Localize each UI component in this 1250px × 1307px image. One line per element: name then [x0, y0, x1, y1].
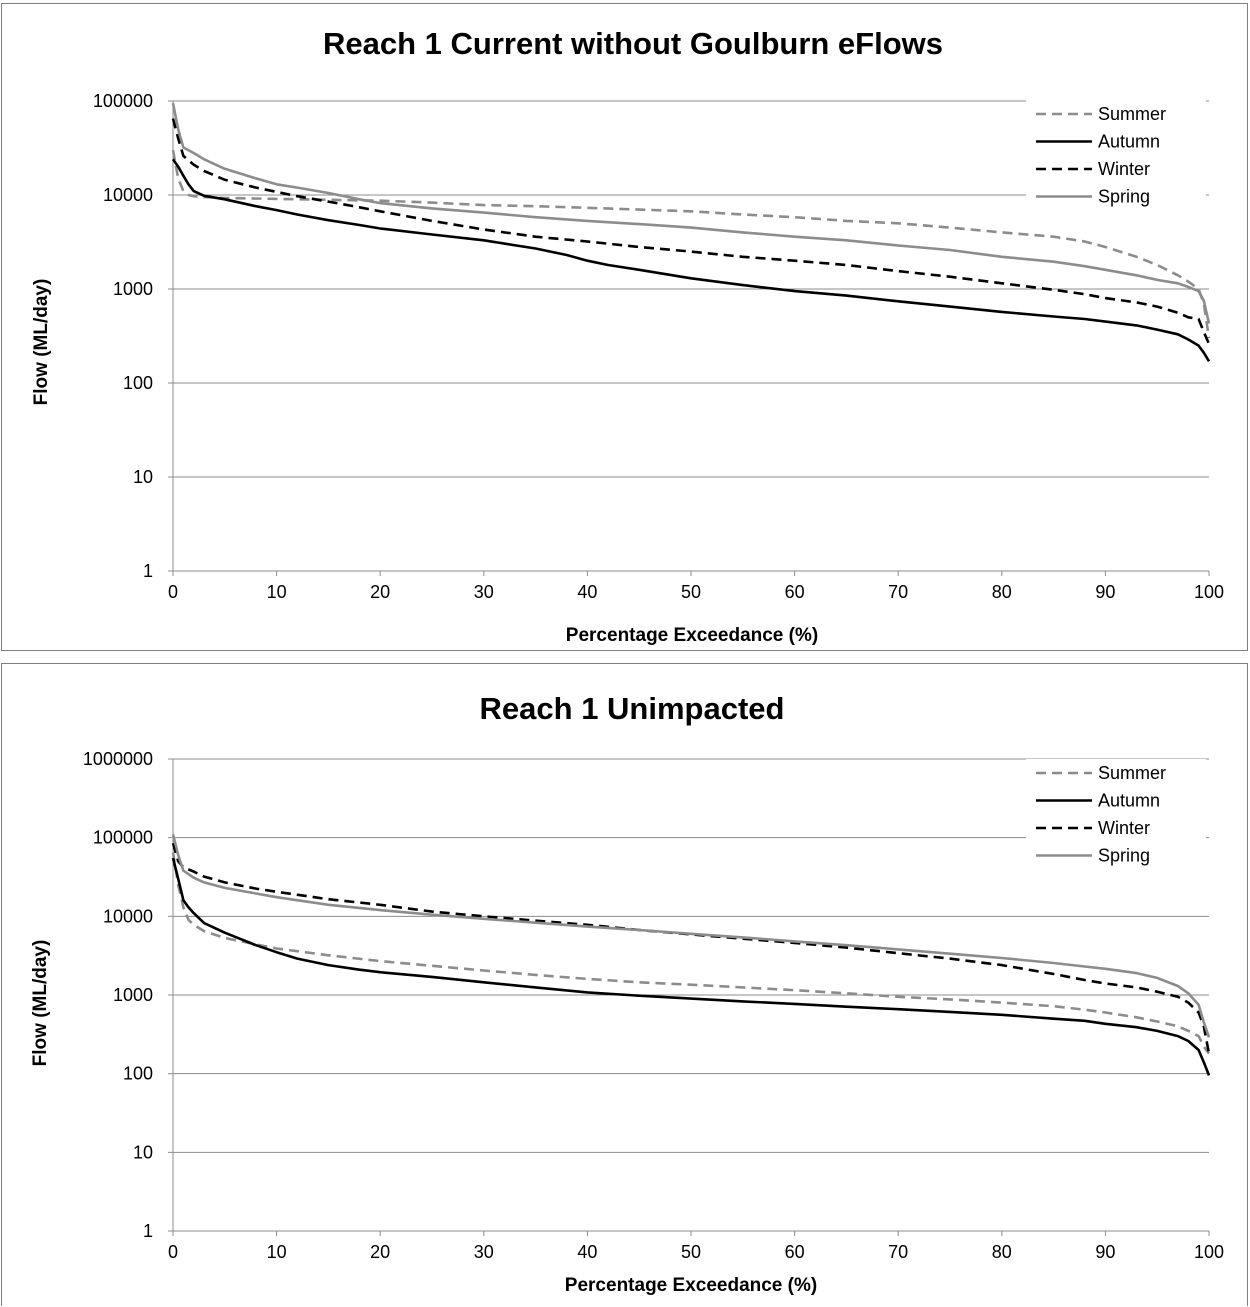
- x-axis-title: Percentage Exceedance (%): [566, 625, 818, 646]
- legend-label-autumn: Autumn: [1098, 132, 1160, 152]
- chart-2-svg: Reach 1 Unimpacted Percentage Exceedance…: [30, 691, 1224, 1296]
- series-line-autumn: [171, 158, 1211, 362]
- y-tick-label: 10000: [103, 906, 153, 926]
- x-axis-title: Percentage Exceedance (%): [565, 1275, 817, 1296]
- y-tick-label: 1000: [113, 279, 153, 299]
- chart-1-svg: Reach 1 Current without Goulburn eFlows …: [31, 26, 1224, 646]
- x-tick-label: 40: [577, 582, 597, 602]
- x-tick-label: 60: [785, 1242, 805, 1262]
- legend-label-spring: Spring: [1098, 846, 1150, 866]
- legend-label-winter: Winter: [1098, 818, 1150, 838]
- y-tick-label: 100000: [93, 828, 153, 848]
- x-tick-label: 30: [474, 1242, 494, 1262]
- chart-panel-1: Reach 1 Current without Goulburn eFlows …: [1, 3, 1248, 651]
- x-tick-label: 60: [785, 582, 805, 602]
- series-line-winter: [171, 842, 1211, 1054]
- legend-background: [1026, 759, 1206, 873]
- x-tick-label: 80: [992, 582, 1012, 602]
- x-tick-label: 80: [992, 1242, 1012, 1262]
- y-tick-label: 100: [123, 373, 153, 393]
- x-tick-label: 70: [888, 582, 908, 602]
- x-tick-label: 90: [1095, 582, 1115, 602]
- legend-label-summer: Summer: [1098, 763, 1166, 783]
- y-tick-label: 10: [133, 467, 153, 487]
- y-axis-title: Flow (ML/day): [30, 940, 51, 1067]
- x-tick-label: 20: [370, 1242, 390, 1262]
- y-tick-label: 1: [143, 561, 153, 581]
- y-axis-title: Flow (ML/day): [31, 279, 52, 406]
- y-tick-label: 100000: [93, 91, 153, 111]
- x-tick-label: 50: [681, 582, 701, 602]
- y-tick-label: 1000: [113, 985, 153, 1005]
- x-tick-label: 0: [168, 1242, 178, 1262]
- legend-label-summer: Summer: [1098, 104, 1166, 124]
- legend-label-winter: Winter: [1098, 159, 1150, 179]
- x-tick-label: 10: [267, 582, 287, 602]
- x-tick-label: 30: [474, 582, 494, 602]
- x-tick-label: 10: [267, 1242, 287, 1262]
- series-line-autumn: [171, 857, 1211, 1076]
- x-tick-label: 100: [1194, 1242, 1224, 1262]
- y-tick-label: 10000: [103, 185, 153, 205]
- legend-background: [1026, 100, 1206, 214]
- x-tick-label: 90: [1095, 1242, 1115, 1262]
- y-tick-label: 1000000: [83, 749, 153, 769]
- series-line-summer: [171, 852, 1211, 1055]
- legend-label-spring: Spring: [1098, 187, 1150, 207]
- series-line-spring: [171, 834, 1211, 1038]
- x-tick-label: 70: [888, 1242, 908, 1262]
- legend-label-autumn: Autumn: [1098, 791, 1160, 811]
- series-line-winter: [171, 118, 1211, 345]
- chart-title: Reach 1 Current without Goulburn eFlows: [323, 26, 943, 61]
- x-tick-label: 40: [577, 1242, 597, 1262]
- y-tick-label: 100: [123, 1064, 153, 1084]
- chart-title: Reach 1 Unimpacted: [480, 691, 785, 726]
- series-line-spring: [171, 102, 1211, 324]
- x-tick-label: 20: [370, 582, 390, 602]
- x-tick-label: 50: [681, 1242, 701, 1262]
- y-tick-label: 1: [143, 1221, 153, 1241]
- chart-panel-2: Reach 1 Unimpacted Percentage Exceedance…: [1, 663, 1248, 1306]
- y-tick-label: 10: [133, 1142, 153, 1162]
- x-tick-label: 100: [1194, 582, 1224, 602]
- x-tick-label: 0: [168, 582, 178, 602]
